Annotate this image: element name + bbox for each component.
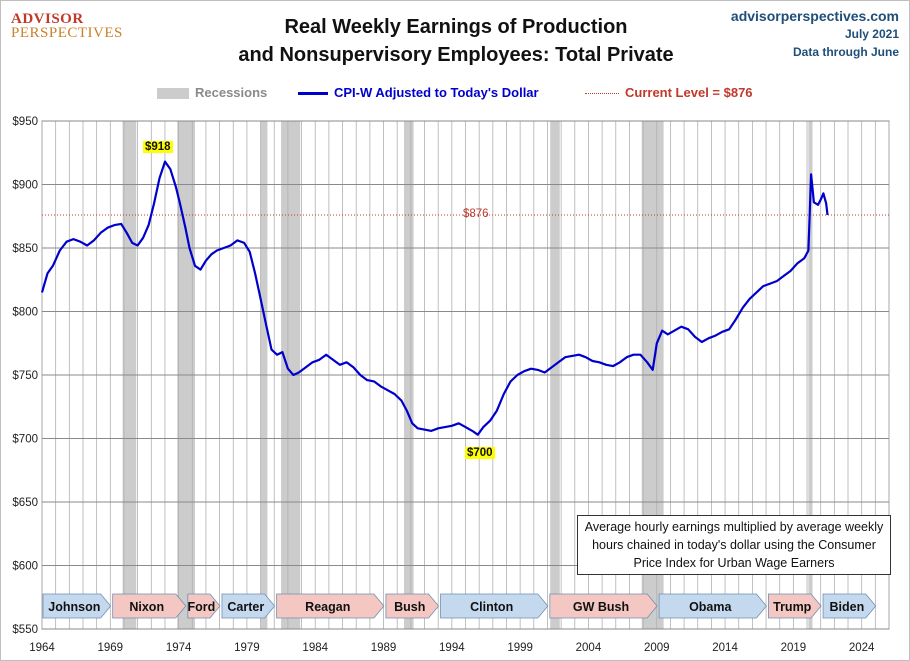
x-tick-label: 1969 xyxy=(98,642,124,654)
y-tick-label: $550 xyxy=(12,624,38,636)
president-label: Nixon xyxy=(129,600,164,614)
logo-line2: PERSPECTIVES xyxy=(11,25,123,41)
legend-series-label: CPI-W Adjusted to Today's Dollar xyxy=(334,85,539,100)
legend-series: CPI-W Adjusted to Today's Dollar xyxy=(298,85,539,100)
title-line2: and Nonsupervisory Employees: Total Priv… xyxy=(238,44,674,66)
y-tick-label: $600 xyxy=(12,561,38,573)
legend-recession-label: Recessions xyxy=(195,85,268,100)
y-tick-label: $700 xyxy=(12,434,38,446)
current-level-label: $876 xyxy=(463,208,489,220)
source-note: Data through June xyxy=(792,45,899,59)
title-line1: Real Weekly Earnings of Production xyxy=(284,16,628,38)
y-tick-label: $750 xyxy=(12,370,38,382)
y-tick-label: $950 xyxy=(12,116,38,128)
president-label: Bush xyxy=(394,600,425,614)
legend-current-label: Current Level = $876 xyxy=(625,85,753,100)
x-tick-label: 2024 xyxy=(849,642,875,654)
x-tick-label: 1994 xyxy=(439,642,465,654)
logo: ADVISOR PERSPECTIVES xyxy=(11,11,123,42)
legend-series-swatch xyxy=(298,92,328,96)
x-tick-label: 1999 xyxy=(507,642,533,654)
source-date: July 2021 xyxy=(844,27,899,41)
president-arrow xyxy=(768,593,822,619)
legend-current-swatch xyxy=(585,93,619,95)
president-label: Johnson xyxy=(48,600,100,614)
source-site: advisorperspectives.com xyxy=(730,8,899,24)
president-arrow xyxy=(276,593,385,619)
president-label: Biden xyxy=(830,600,865,614)
president-arrow xyxy=(187,593,221,619)
x-tick-label: 2004 xyxy=(576,642,602,654)
series-line xyxy=(40,160,829,436)
y-tick-label: $850 xyxy=(12,243,38,255)
president-arrow xyxy=(549,593,658,619)
president-arrow xyxy=(385,593,440,619)
president-label: Clinton xyxy=(470,600,513,614)
y-tick-label: $650 xyxy=(12,497,38,509)
x-tick-label: 1974 xyxy=(166,642,192,654)
president-label: Trump xyxy=(773,600,812,614)
legend-current: Current Level = $876 xyxy=(585,85,753,100)
y-tick-label: $900 xyxy=(12,180,38,192)
president-label: Ford xyxy=(187,600,215,614)
president-arrow xyxy=(440,593,549,619)
source-block: advisorperspectives.com July 2021 Data t… xyxy=(731,7,899,61)
x-tick-label: 2019 xyxy=(781,642,807,654)
x-tick-label: 1964 xyxy=(29,642,55,654)
max-callout: $918 xyxy=(143,141,173,153)
president-label: Obama xyxy=(689,600,732,614)
president-arrow xyxy=(221,593,276,619)
x-tick-label: 1989 xyxy=(371,642,397,654)
x-tick-label: 1984 xyxy=(302,642,328,654)
min-callout: $700 xyxy=(465,447,495,459)
president-arrow xyxy=(822,593,877,619)
x-tick-label: 1979 xyxy=(234,642,260,654)
x-tick-label: 2014 xyxy=(712,642,738,654)
note-box: Average hourly earnings multiplied by av… xyxy=(577,515,891,575)
logo-line1: ADVISOR xyxy=(11,11,84,27)
y-tick-label: $800 xyxy=(12,307,38,319)
chart-title: Real Weekly Earnings of Production and N… xyxy=(201,13,711,69)
president-label: Reagan xyxy=(305,600,350,614)
president-arrow xyxy=(658,593,767,619)
president-label: GW Bush xyxy=(573,600,629,614)
president-arrow xyxy=(112,593,187,619)
president-arrow xyxy=(42,593,112,619)
x-tick-label: 2009 xyxy=(644,642,670,654)
legend-recession-swatch xyxy=(157,88,189,100)
president-label: Carter xyxy=(227,600,264,614)
legend-recessions: Recessions xyxy=(157,85,267,100)
